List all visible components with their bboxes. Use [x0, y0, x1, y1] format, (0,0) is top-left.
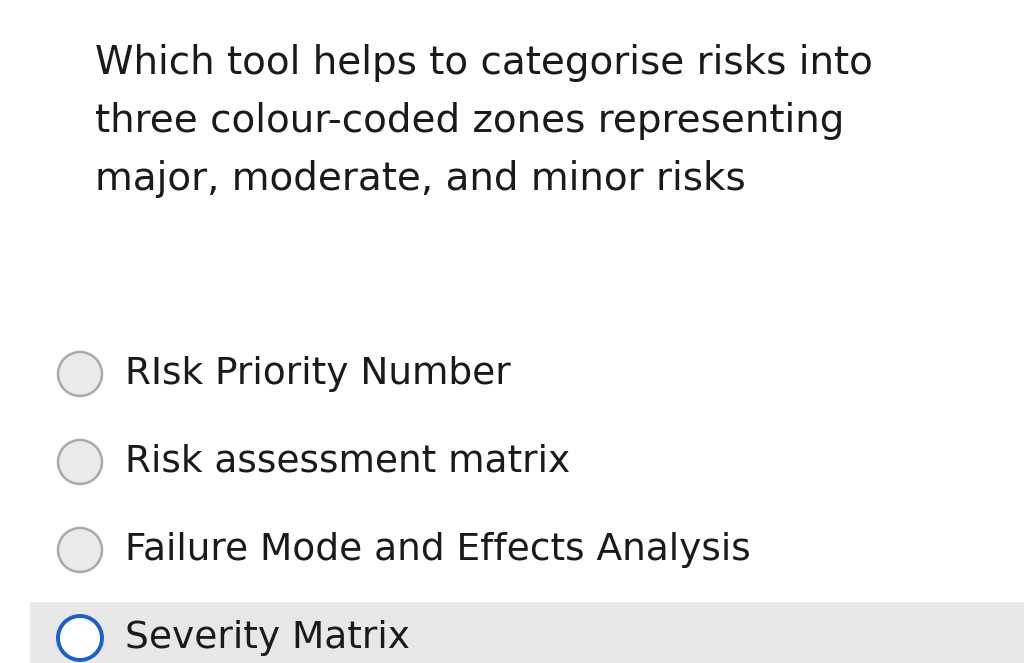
Text: Failure Mode and Effects Analysis: Failure Mode and Effects Analysis	[125, 532, 751, 568]
Text: Which tool helps to categorise risks into: Which tool helps to categorise risks int…	[95, 44, 872, 82]
Circle shape	[58, 440, 102, 484]
Circle shape	[58, 616, 102, 660]
Text: major, moderate, and minor risks: major, moderate, and minor risks	[95, 160, 745, 198]
Text: Risk assessment matrix: Risk assessment matrix	[125, 444, 570, 480]
Text: RIsk Priority Number: RIsk Priority Number	[125, 356, 511, 392]
Text: three colour-coded zones representing: three colour-coded zones representing	[95, 102, 845, 140]
Bar	[30, 602, 1024, 663]
Text: Severity Matrix: Severity Matrix	[125, 620, 410, 656]
Circle shape	[58, 352, 102, 396]
Circle shape	[58, 528, 102, 572]
